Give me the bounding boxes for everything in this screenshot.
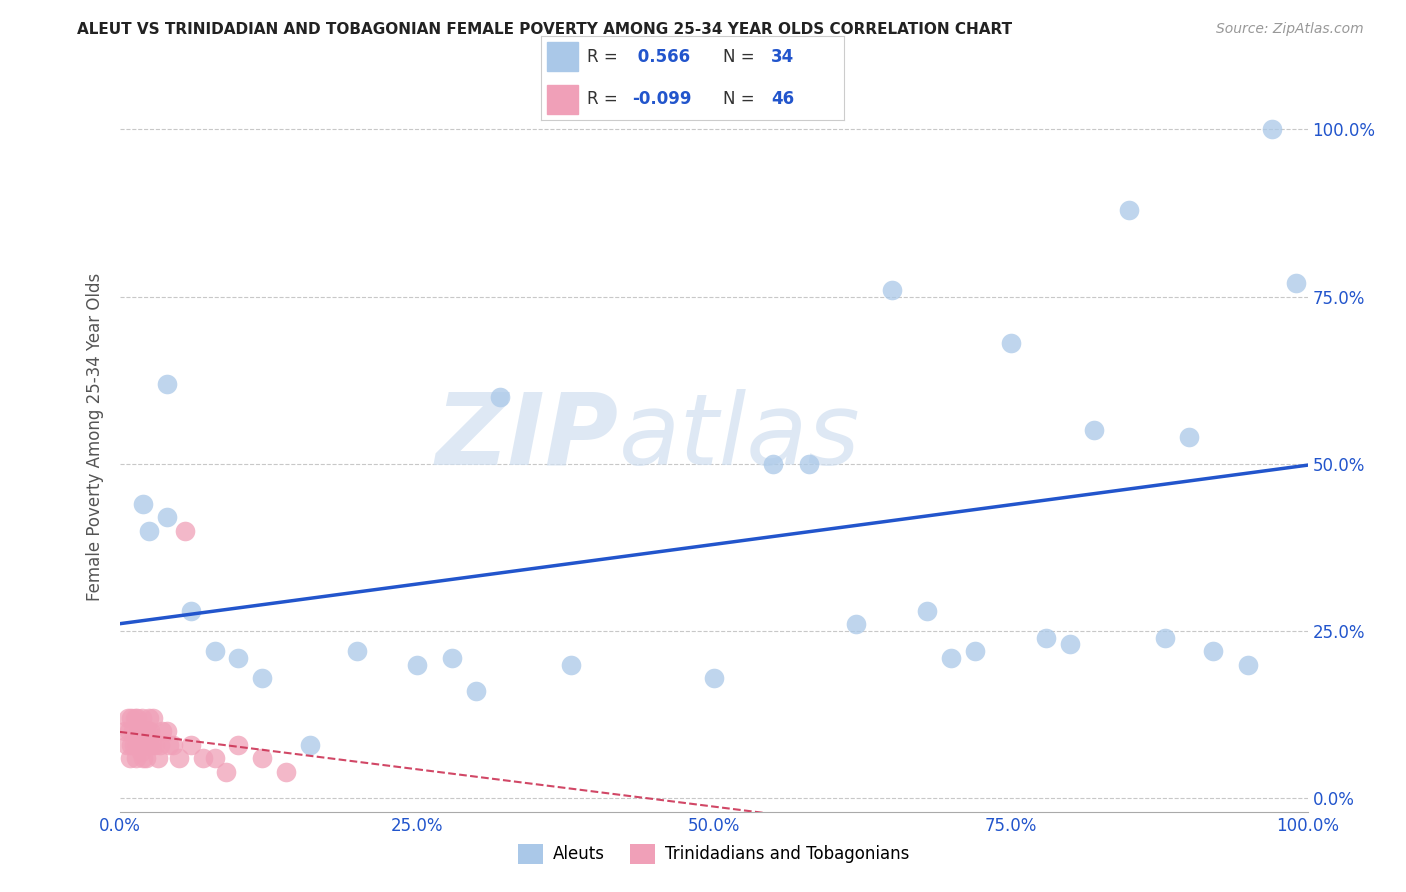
Text: N =: N = [723, 90, 759, 108]
Bar [547, 43, 578, 71]
Point [167, 751, 190, 765]
Point [156, 510, 179, 524]
Text: -0.099: -0.099 [633, 90, 692, 108]
Point [138, 738, 160, 752]
Point [132, 724, 155, 739]
Point [135, 751, 157, 765]
Point [1035, 631, 1057, 645]
Point [115, 738, 138, 752]
Point [845, 617, 868, 632]
Point [156, 724, 179, 739]
Point [143, 738, 166, 752]
Point [464, 684, 488, 698]
Point [941, 651, 963, 665]
Bar [547, 85, 578, 113]
Point [124, 711, 146, 725]
Point [215, 764, 238, 779]
Y-axis label: Female Poverty Among 25-34 Year Olds: Female Poverty Among 25-34 Year Olds [86, 273, 104, 601]
Point [118, 724, 141, 739]
Point [129, 724, 152, 739]
Point [191, 751, 214, 765]
Point [917, 604, 939, 618]
Point [963, 644, 986, 658]
Point [120, 711, 142, 725]
Point [1118, 202, 1140, 217]
Point [121, 724, 143, 739]
Point [298, 738, 321, 752]
Point [157, 738, 180, 752]
Point [135, 738, 157, 752]
Point [250, 751, 273, 765]
Point [120, 751, 142, 765]
Point [204, 644, 226, 658]
Point [560, 657, 582, 672]
Point [346, 644, 368, 658]
Point [250, 671, 273, 685]
Text: R =: R = [586, 48, 623, 66]
Point [1000, 336, 1022, 351]
Point [1178, 430, 1201, 444]
Point [117, 711, 139, 725]
Point [1237, 657, 1260, 672]
Point [228, 651, 250, 665]
Point [441, 651, 464, 665]
Point [488, 390, 510, 404]
Point [134, 738, 156, 752]
Text: 0.566: 0.566 [633, 48, 690, 66]
Text: ZIP: ZIP [436, 389, 619, 485]
Point [138, 524, 160, 538]
Point [762, 457, 785, 471]
Point [120, 738, 142, 752]
Point [204, 751, 226, 765]
Point [228, 738, 250, 752]
Point [274, 764, 297, 779]
Text: Source: ZipAtlas.com: Source: ZipAtlas.com [1216, 22, 1364, 37]
Text: R =: R = [586, 90, 623, 108]
Point [162, 738, 184, 752]
Point [146, 751, 169, 765]
Point [1083, 424, 1105, 438]
Point [132, 497, 155, 511]
Point [129, 744, 152, 758]
Point [128, 724, 150, 739]
Point [1261, 122, 1284, 136]
Text: ALEUT VS TRINIDADIAN AND TOBAGONIAN FEMALE POVERTY AMONG 25-34 YEAR OLDS CORRELA: ALEUT VS TRINIDADIAN AND TOBAGONIAN FEMA… [77, 22, 1012, 37]
Point [138, 711, 160, 725]
Point [122, 738, 145, 752]
Point [141, 738, 163, 752]
Point [136, 724, 159, 739]
Point [142, 711, 165, 725]
Point [128, 738, 150, 752]
Point [139, 724, 162, 739]
Point [880, 283, 903, 297]
Legend: Aleuts, Trinidadians and Tobagonians: Aleuts, Trinidadians and Tobagonians [512, 838, 915, 871]
Point [173, 524, 195, 538]
Point [1154, 631, 1177, 645]
Text: 34: 34 [770, 48, 794, 66]
Point [1201, 644, 1223, 658]
Point [125, 751, 148, 765]
Point [114, 724, 136, 739]
Point [149, 738, 172, 752]
Point [131, 711, 153, 725]
Point [180, 604, 202, 618]
Point [127, 738, 149, 752]
Point [1059, 637, 1081, 651]
Point [132, 751, 155, 765]
Point [180, 738, 202, 752]
Text: N =: N = [723, 48, 759, 66]
Point [797, 457, 820, 471]
Point [127, 711, 149, 725]
Point [150, 724, 173, 739]
Point [405, 657, 427, 672]
Text: atlas: atlas [619, 389, 860, 485]
Point [1285, 277, 1308, 291]
Point [703, 671, 725, 685]
Point [156, 376, 179, 391]
Text: 46: 46 [770, 90, 794, 108]
Point [135, 724, 157, 739]
